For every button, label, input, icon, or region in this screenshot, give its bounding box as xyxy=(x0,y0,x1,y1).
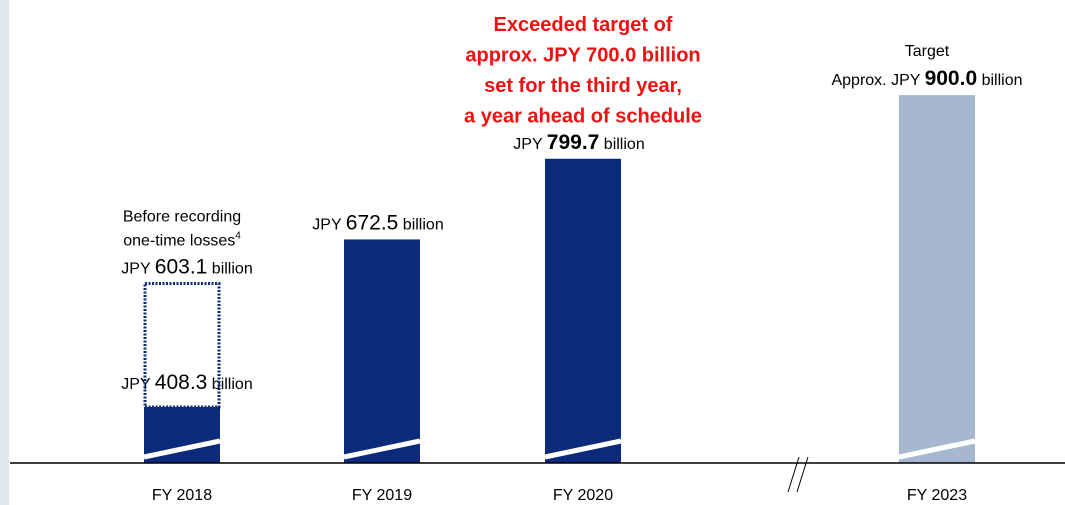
break-stripe xyxy=(343,438,421,460)
label-prefix: Approx. xyxy=(831,72,886,89)
axis-break xyxy=(787,456,800,493)
break-stripe xyxy=(143,438,221,460)
annotation-line: a year ahead of schedule xyxy=(464,106,702,128)
target-label: Target xyxy=(905,43,950,60)
bar xyxy=(545,158,621,463)
note-line: one-time losses4 xyxy=(123,230,241,249)
annotation-line: set for the third year, xyxy=(484,75,682,97)
unit-prefix: JPY xyxy=(121,260,151,277)
unit-suffix: billion xyxy=(403,216,444,233)
x-tick-label: FY 2020 xyxy=(553,487,613,504)
value: 672.5 xyxy=(346,211,399,234)
value: 603.1 xyxy=(155,255,208,278)
unit-suffix: billion xyxy=(982,72,1023,89)
value-label: JPY 799.7 billion xyxy=(513,131,644,154)
unit-prefix: JPY xyxy=(513,136,543,153)
break-stripe xyxy=(898,438,976,460)
unit-suffix: billion xyxy=(604,136,645,153)
axis-break xyxy=(796,456,809,493)
x-tick-label: FY 2019 xyxy=(352,487,412,504)
annotation-line: approx. JPY 700.0 billion xyxy=(465,45,700,67)
unit-prefix: JPY xyxy=(891,72,921,89)
annotation-line: Exceeded target of xyxy=(494,14,673,36)
x-tick-label: FY 2018 xyxy=(152,487,212,504)
bar xyxy=(899,95,975,463)
value: 900.0 xyxy=(925,67,978,90)
dotted-bar xyxy=(143,281,221,409)
value-label: JPY 672.5 billion xyxy=(312,211,443,234)
note-line: Before recording xyxy=(123,208,241,225)
value: 408.3 xyxy=(155,371,208,394)
break-stripe xyxy=(544,438,622,460)
unit-suffix: billion xyxy=(212,260,253,277)
side-strip xyxy=(0,0,9,505)
value-label: Approx. JPY 900.0 billion xyxy=(831,67,1022,90)
value-label: JPY 603.1 billion xyxy=(121,255,252,278)
value-label: JPY 408.3 billion xyxy=(121,371,252,394)
bar xyxy=(344,239,420,463)
note-text: one-time losses xyxy=(123,232,235,249)
footnote: 4 xyxy=(235,230,241,241)
unit-prefix: JPY xyxy=(312,216,342,233)
x-tick-label: FY 2023 xyxy=(907,487,967,504)
value: 799.7 xyxy=(547,131,600,154)
unit-suffix: billion xyxy=(212,376,253,393)
note-text: Before recording xyxy=(123,208,241,225)
